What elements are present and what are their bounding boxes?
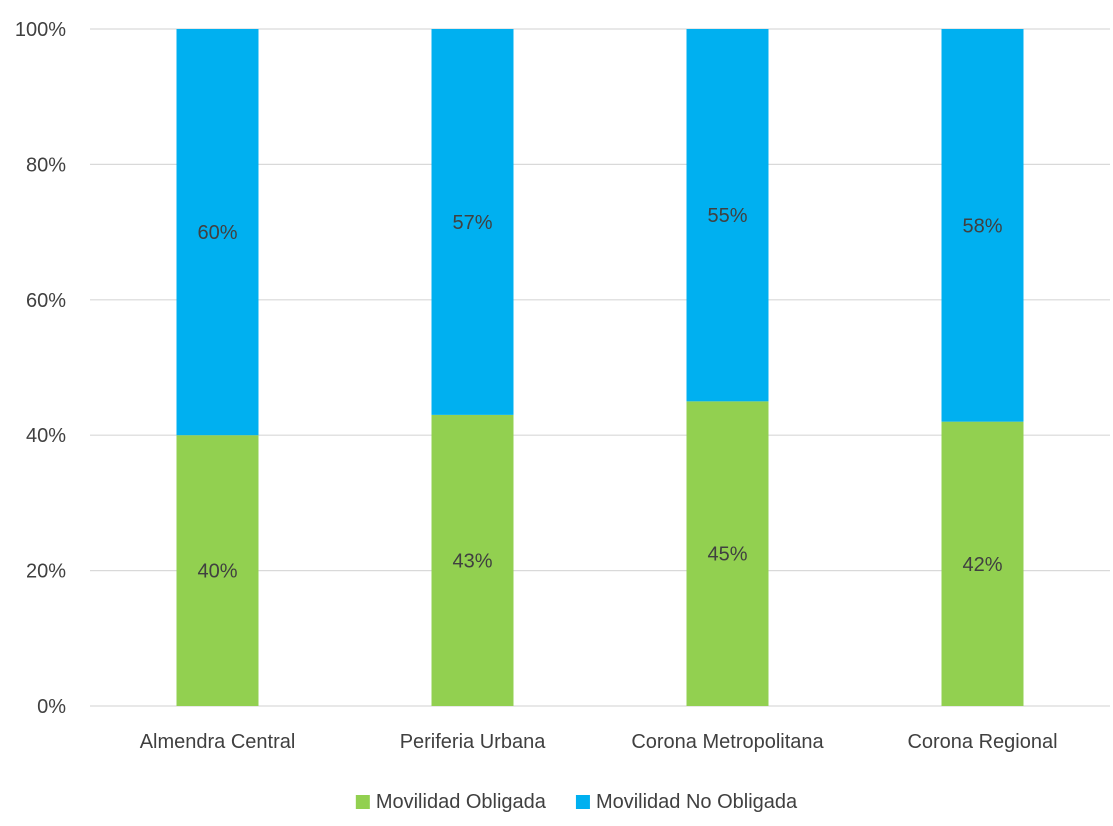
x-category-label: Corona Metropolitana — [631, 731, 824, 753]
legend-swatch-no-obligada — [575, 795, 590, 809]
bar-segment-obligada — [431, 414, 514, 706]
data-label: 40% — [197, 561, 237, 583]
data-label: 60% — [197, 222, 237, 244]
y-tick-label: 100% — [15, 19, 66, 41]
bars — [176, 29, 1024, 706]
bar-segment-no-obligada — [176, 29, 259, 436]
bar-segment-no-obligada — [686, 29, 769, 402]
legend-label: Movilidad No Obligada — [596, 791, 798, 813]
legend-swatch-obligada — [355, 795, 370, 809]
legend-label: Movilidad Obligada — [376, 791, 547, 813]
data-label: 57% — [452, 212, 492, 234]
bar-segment-obligada — [941, 421, 1024, 706]
data-labels: 40% 60% 43% 57% 45% 55% 42% 58% — [197, 205, 1002, 582]
legend: Movilidad Obligada Movilidad No Obligada — [355, 791, 798, 813]
data-label: 43% — [452, 550, 492, 572]
bar-segment-no-obligada — [941, 29, 1024, 422]
x-category-label: Corona Regional — [907, 731, 1057, 753]
x-category-label: Almendra Central — [140, 731, 296, 753]
gridlines — [90, 28, 1110, 707]
bar-segment-obligada — [176, 435, 259, 706]
bar-segment-no-obligada — [431, 29, 514, 415]
x-category-label: Periferia Urbana — [400, 731, 547, 753]
y-tick-label: 40% — [26, 425, 66, 447]
data-label: 45% — [707, 544, 747, 566]
data-label: 58% — [962, 215, 1002, 237]
y-tick-label: 80% — [26, 154, 66, 176]
y-tick-label: 20% — [26, 561, 66, 583]
bar-segment-obligada — [686, 401, 769, 706]
y-axis-ticks: 0% 20% 40% 60% 80% 100% — [15, 19, 66, 718]
y-tick-label: 0% — [37, 696, 66, 718]
x-axis-categories: Almendra Central Periferia Urbana Corona M… — [140, 731, 1058, 753]
data-label: 55% — [707, 205, 747, 227]
data-label: 42% — [962, 554, 1002, 576]
y-tick-label: 60% — [26, 290, 66, 312]
